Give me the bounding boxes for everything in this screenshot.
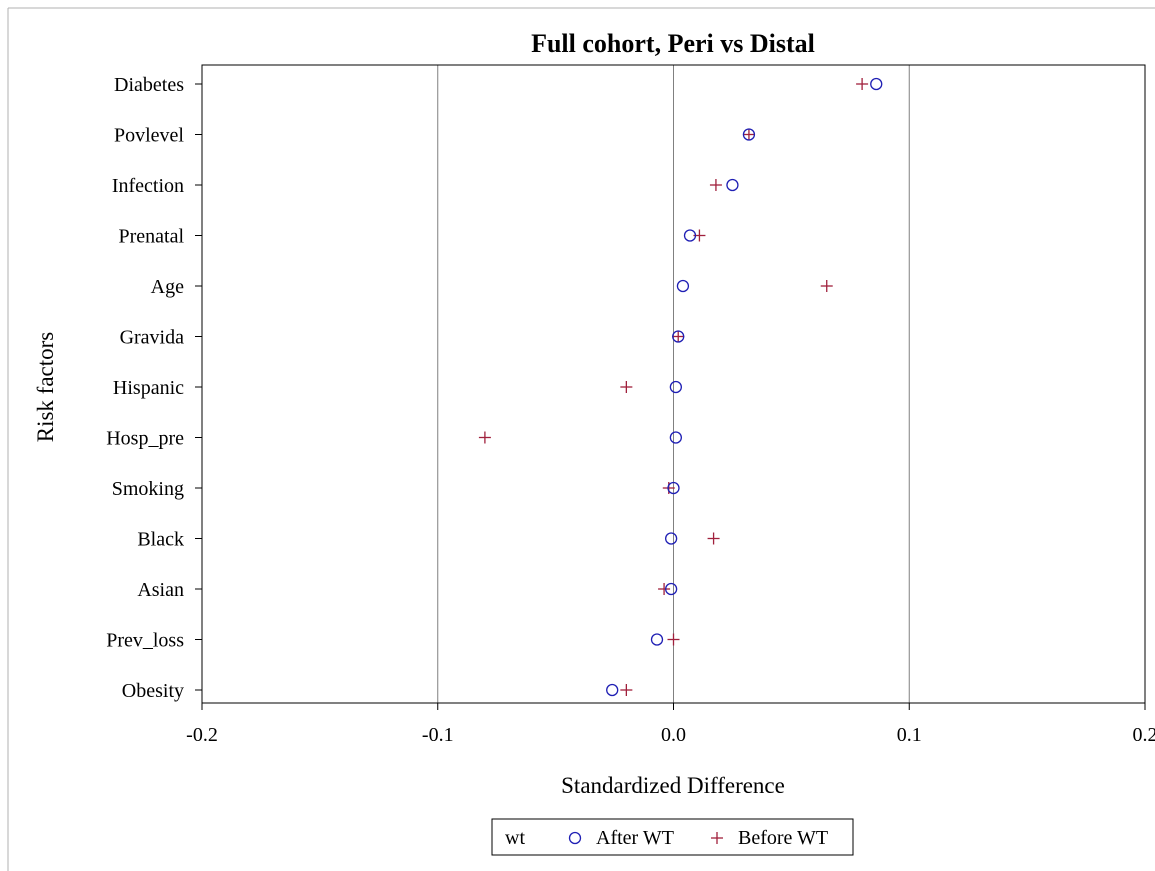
legend-label: Before WT [738,827,828,849]
y-tick-label: Povlevel [114,125,184,147]
x-tick-label: 0.1 [897,724,922,746]
before-wt-point [620,381,633,393]
y-tick-label: Prev_loss [106,630,184,652]
legend-label: After WT [596,827,674,849]
after-wt-point [672,330,685,343]
y-tick-label: Age [151,276,184,298]
y-tick-label: Smoking [112,478,184,500]
y-tick-label: Prenatal [118,226,184,248]
after-wt-point [669,380,683,394]
plot-area: -0.2 -0.1 0.0 0.1 0.2 Diabetes Povlevel Infecti… [106,64,1155,746]
legend-marker [711,832,723,844]
after-wt-point [742,128,756,141]
before-wt-point [742,128,755,141]
before-wt-point [658,583,671,595]
after-wt-point [676,279,690,293]
x-tick-label: -0.1 [422,724,454,746]
y-tick-label: Hispanic [113,377,184,399]
after-wt-point [870,77,883,91]
before-wt-point [856,78,869,90]
legend-marker [568,831,582,845]
after-wt-point [667,481,680,495]
after-wt-point [669,431,683,444]
x-tick-label: 0.2 [1133,724,1155,746]
x-axis-title: Standardized Difference [561,773,785,798]
y-tick-label: Hosp_pre [106,428,184,450]
y-axis-title: Risk factors [33,332,58,443]
y-tick-label: Diabetes [114,74,184,96]
after-wt-point [726,178,739,192]
x-tick-label: 0.0 [661,724,686,746]
after-wt-point [664,532,678,545]
y-tick-label: Obesity [122,680,184,702]
before-wt-point [620,684,633,696]
y-tick-label: Infection [112,175,184,197]
legend: wt After WT Before WT [491,818,854,856]
legend-title: wt [505,827,525,849]
before-wt-point [672,330,685,343]
y-tick-label: Gravida [120,327,185,349]
after-wt-point [606,683,619,697]
y-tick-label: Asian [137,579,184,601]
before-wt-point [820,280,833,292]
after-wt-point [664,582,678,596]
legend-box [491,818,854,856]
before-wt-point [707,532,720,545]
before-wt-point [662,482,675,494]
chart-title: Full cohort, Peri vs Distal [531,29,815,58]
after-wt-point [650,633,664,646]
after-wt-point [683,229,697,242]
x-tick-label: -0.2 [186,724,218,746]
before-wt-point [478,431,491,444]
before-wt-point [709,179,722,191]
before-wt-point [667,633,680,646]
y-tick-label: Black [137,529,184,551]
